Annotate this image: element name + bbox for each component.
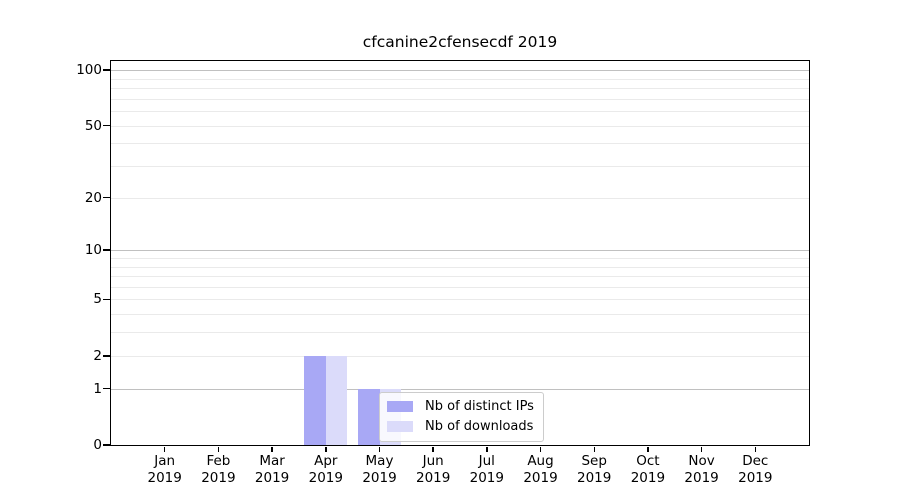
x-tick [271,446,273,452]
axis-ticks-layer: 0 1 2 5 10 20 50 100 Jan 2019 Feb 2019 Mar 2019 Apr 201… [76,61,809,486]
x-tick [700,446,703,452]
legend: Nb of distinct IPs Nb of downloads [379,392,544,442]
y-gridline-minor [111,314,809,316]
x-tick [217,446,220,452]
y-gridline-minor [111,87,809,89]
bar-downloads [325,355,348,445]
y-tick [103,298,110,301]
x-tick [378,446,381,452]
x-tick-label-month: Oct [636,453,660,469]
y-tick [103,124,110,127]
y-gridline-major [111,250,809,252]
y-tick [103,69,110,71]
x-tick-label: Jun 2019 [393,453,473,486]
x-tick-label-year: 2019 [469,469,504,486]
y-tick-label: 10 [84,242,102,259]
x-tick [754,446,757,452]
y-tick [103,249,110,251]
y-gridline-minor [111,266,809,268]
x-tick-label: Nov 2019 [662,453,742,486]
y-tick-label: 1 [93,380,102,397]
x-tick-label: Sep 2019 [554,453,634,486]
x-tick-label-year: 2019 [201,469,236,486]
x-tick-label: Dec 2019 [715,453,795,486]
bar-distinct-ips [304,355,326,445]
y-tick-label: 0 [93,437,102,453]
x-tick-label-month: Jan [154,453,176,469]
y-gridline-minor [111,332,809,334]
x-tick-label-month: Jun [422,453,444,469]
y-gridline-minor [111,143,809,145]
y-gridline-major [111,70,809,71]
y-gridline-minor [111,286,809,288]
gridlines-layer [111,61,809,445]
y-tick-label: 5 [93,291,102,308]
x-tick-label-month: Dec [742,453,769,469]
y-tick [103,444,110,446]
x-tick-label: Aug 2019 [501,453,581,486]
plot-area: 0 1 2 5 10 20 50 100 Jan 2019 Feb 2019 Mar 2019 Apr 201… [76,60,810,486]
x-tick-label: Feb 2019 [178,453,258,486]
y-gridline-minor [111,197,809,199]
legend-swatch-distinct-ips [387,401,413,412]
y-tick-label: 100 [76,62,102,78]
x-tick-label-year: 2019 [308,469,343,486]
y-gridline-minor [111,98,809,100]
y-tick-label: 20 [84,189,102,206]
legend-swatch-downloads [387,421,413,432]
y-tick [103,196,110,199]
x-tick-label-year: 2019 [147,469,182,486]
x-tick-label-month: Jul [478,453,495,469]
y-tick-label: 50 [84,117,102,134]
x-tick [593,446,595,452]
x-tick-label-year: 2019 [738,469,773,486]
x-tick-label-month: Aug [527,453,554,469]
x-tick-label: Apr 2019 [286,453,366,486]
y-tick [103,387,110,390]
x-tick-label-month: Mar [259,453,285,469]
x-tick-label-year: 2019 [254,469,290,486]
y-gridline-minor [111,299,809,301]
x-tick [539,446,542,452]
x-tick [432,446,434,452]
bar-distinct-ips [358,388,380,445]
legend-label-distinct-ips: Nb of distinct IPs [425,399,534,414]
x-tick-label-year: 2019 [684,469,719,486]
y-gridline-minor [111,257,809,259]
x-tick [647,446,649,452]
y-gridline-minor [111,166,809,167]
x-tick-label: Mar 2019 [232,453,312,486]
x-tick [163,446,166,452]
legend-item-distinct-ips: Nb of distinct IPs [387,397,534,416]
x-tick [486,446,488,452]
y-gridline-minor [111,276,809,277]
x-tick-label-month: Sep [581,453,607,469]
y-gridline-minor [111,111,809,112]
x-tick-label: May 2019 [340,453,420,486]
x-tick-label: Jan 2019 [125,453,205,486]
y-gridline-major [111,388,809,390]
legend-item-downloads: Nb of downloads [387,417,534,436]
x-tick-label-year: 2019 [630,469,666,486]
y-gridline-minor [111,125,809,127]
x-tick-label-month: Nov [688,453,715,469]
y-tick-label: 2 [93,347,102,364]
x-tick-label-month: Apr [314,453,338,469]
x-tick-label-year: 2019 [577,469,612,486]
x-tick-label: Jul 2019 [447,453,527,486]
legend-label-downloads: Nb of downloads [425,419,534,434]
chart-title: cfcanine2cfensecdf 2019 [362,33,558,51]
x-tick-label: Oct 2019 [608,453,688,486]
x-tick-label-year: 2019 [523,469,558,486]
x-tick-label-month: May [365,453,394,469]
y-tick [103,355,110,357]
x-tick [325,446,327,452]
x-tick-label-month: Feb [206,453,231,469]
y-gridline-minor [111,78,809,80]
x-tick-label-year: 2019 [362,469,397,486]
x-tick-label-year: 2019 [416,469,451,486]
y-gridline-minor [111,355,809,357]
